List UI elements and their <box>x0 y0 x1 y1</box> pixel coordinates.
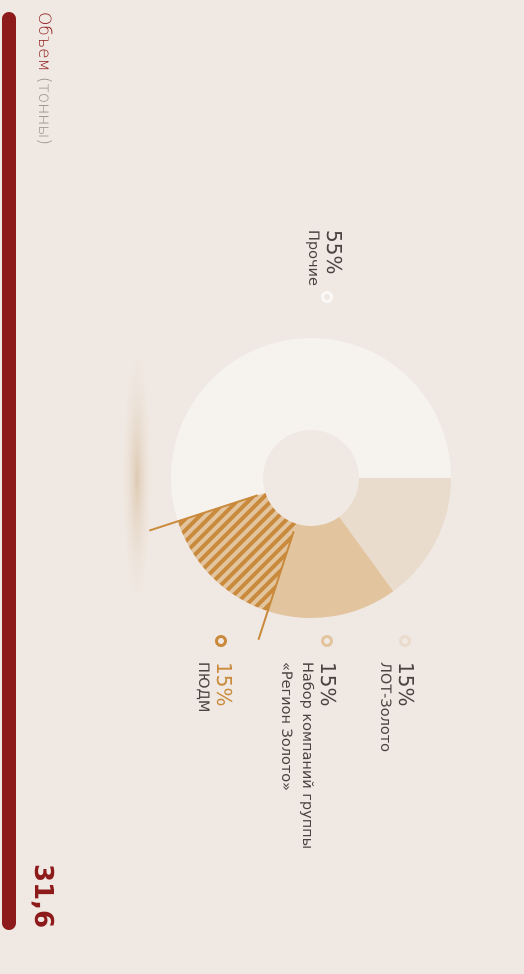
category-label: ЛОТ-Золото <box>377 662 393 753</box>
legend-label: 55% Прочие <box>302 230 346 286</box>
legend-label: 15% Набор компаний группы «Регион Золото» <box>275 662 340 897</box>
category-label: Набор компаний группы «Регион Золото» <box>278 662 315 850</box>
slice-edge <box>257 530 295 640</box>
category-label: Прочие <box>305 230 321 286</box>
header-title: Объем (тонны) <box>34 12 54 145</box>
legend-dot <box>321 635 333 647</box>
title-text: Объем <box>34 12 54 72</box>
header-value: 31,6 <box>28 864 58 929</box>
slice <box>339 478 451 592</box>
percent-label: 15% <box>394 662 418 707</box>
shadow <box>121 338 153 618</box>
category-label: ПЮДМ <box>195 662 211 713</box>
slice <box>171 338 452 522</box>
percent-label: 15% <box>212 662 236 707</box>
slice-edge <box>149 494 259 532</box>
legend-dot <box>399 635 411 647</box>
slice <box>177 492 297 612</box>
percent-label: 55% <box>322 230 346 275</box>
legend-label: 15% ЛОТ-Золото <box>374 662 418 753</box>
slice <box>267 516 394 618</box>
unit: (тонны) <box>34 76 54 146</box>
legend-dot <box>321 291 333 303</box>
accent-bar <box>2 12 16 930</box>
percent-label: 15% <box>316 662 340 707</box>
legend-label: 15% ПЮДМ <box>192 662 236 713</box>
legend-dot <box>215 635 227 647</box>
